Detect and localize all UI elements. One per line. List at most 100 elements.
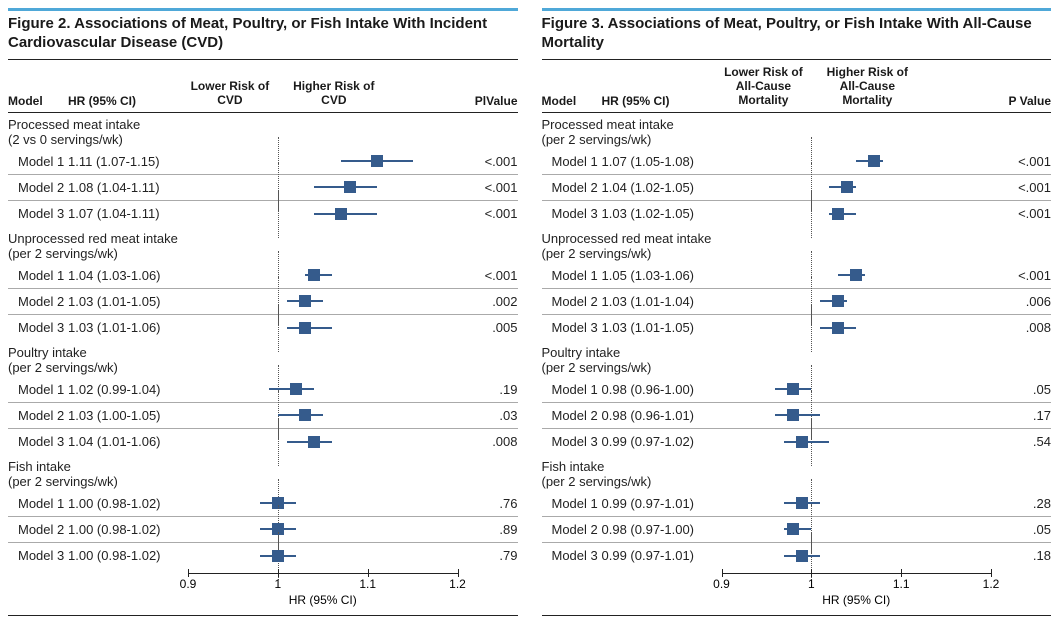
hr-ci-text: 1.03 (1.01-1.05) bbox=[602, 320, 722, 335]
ref-line bbox=[811, 304, 812, 352]
forest-row: Model 31.00 (0.98-1.02).79 bbox=[8, 543, 518, 569]
hr-ci-text: 1.05 (1.03-1.06) bbox=[602, 268, 722, 283]
head-hr: HR (95% CI) bbox=[602, 94, 722, 108]
model-label: Model 1 bbox=[542, 268, 602, 283]
head-plot-area: Lower Risk of All-Cause MortalityHigher … bbox=[722, 64, 992, 108]
head-hr: HR (95% CI) bbox=[68, 94, 188, 108]
p-value: .03 bbox=[458, 408, 518, 423]
p-value: .008 bbox=[458, 434, 518, 449]
axis-line bbox=[722, 573, 992, 574]
tick bbox=[458, 569, 459, 577]
hr-ci-text: 1.07 (1.04-1.11) bbox=[68, 206, 188, 221]
ref-line bbox=[811, 190, 812, 238]
p-value: <.001 bbox=[458, 268, 518, 283]
hr-ci-text: 1.03 (1.01-1.06) bbox=[68, 320, 188, 335]
p-value: .19 bbox=[458, 382, 518, 397]
axis-title: HR (95% CI) bbox=[822, 593, 890, 607]
head-model: Model bbox=[8, 94, 68, 108]
model-label: Model 3 bbox=[8, 320, 68, 335]
p-value: <.001 bbox=[991, 180, 1051, 195]
hr-ci-text: 1.00 (0.98-1.02) bbox=[68, 522, 188, 537]
p-value: .05 bbox=[991, 382, 1051, 397]
head-pvalue: PlValue bbox=[458, 94, 518, 108]
hr-ci-text: 1.07 (1.05-1.08) bbox=[602, 154, 722, 169]
accent-rule bbox=[542, 8, 1052, 11]
group-title: Processed meat intake bbox=[542, 117, 1052, 132]
model-label: Model 2 bbox=[8, 180, 68, 195]
forest-row: Model 31.04 (1.01-1.06).008 bbox=[8, 429, 518, 455]
hr-ci-text: 0.98 (0.96-1.01) bbox=[602, 408, 722, 423]
ref-line bbox=[278, 304, 279, 352]
hr-ci-text: 1.00 (0.98-1.02) bbox=[68, 548, 188, 563]
p-value: .18 bbox=[991, 548, 1051, 563]
accent-rule bbox=[8, 8, 518, 11]
p-value: .17 bbox=[991, 408, 1051, 423]
p-value: .79 bbox=[458, 548, 518, 563]
hr-ci-text: 0.99 (0.97-1.02) bbox=[602, 434, 722, 449]
hr-ci-text: 0.99 (0.97-1.01) bbox=[602, 496, 722, 511]
forest-row: Model 31.03 (1.01-1.06) .005 bbox=[8, 315, 518, 341]
tick-label: 1.2 bbox=[449, 577, 466, 591]
higher-risk-label: Higher Risk of CVD bbox=[284, 80, 384, 108]
head-model: Model bbox=[542, 94, 602, 108]
column-headers: ModelHR (95% CI)Lower Risk of All-Cause … bbox=[542, 64, 1052, 113]
tick bbox=[368, 569, 369, 577]
p-value: <.001 bbox=[458, 180, 518, 195]
hr-ci-text: 1.03 (1.02-1.05) bbox=[602, 206, 722, 221]
rule bbox=[542, 615, 1052, 616]
p-value: .05 bbox=[991, 522, 1051, 537]
p-value: .89 bbox=[458, 522, 518, 537]
model-label: Model 2 bbox=[542, 408, 602, 423]
tick-label: 0.9 bbox=[713, 577, 730, 591]
hr-ci-text: 0.98 (0.97-1.00) bbox=[602, 522, 722, 537]
hr-ci-text: 1.04 (1.01-1.06) bbox=[68, 434, 188, 449]
forest-row: Model 31.03 (1.01-1.05) .008 bbox=[542, 315, 1052, 341]
model-label: Model 1 bbox=[542, 496, 602, 511]
p-value: .002 bbox=[458, 294, 518, 309]
hr-ci-text: 1.03 (1.01-1.05) bbox=[68, 294, 188, 309]
plot-cell bbox=[188, 306, 458, 350]
lower-risk-label: Lower Risk of CVD bbox=[188, 80, 272, 108]
model-label: Model 3 bbox=[542, 320, 602, 335]
head-pvalue: P Value bbox=[991, 94, 1051, 108]
tick-label: 1.1 bbox=[893, 577, 910, 591]
rule bbox=[542, 59, 1052, 60]
hr-ci-text: 1.00 (0.98-1.02) bbox=[68, 496, 188, 511]
column-headers: ModelHR (95% CI)Lower Risk of CVD Higher … bbox=[8, 64, 518, 113]
ref-line bbox=[278, 190, 279, 238]
hr-ci-text: 0.99 (0.97-1.01) bbox=[602, 548, 722, 563]
model-label: Model 3 bbox=[8, 206, 68, 221]
p-value: .005 bbox=[458, 320, 518, 335]
forest-row: Model 30.99 (0.97-1.01).18 bbox=[542, 543, 1052, 569]
tick-label: 1 bbox=[274, 577, 281, 591]
hr-ci-text: 1.04 (1.02-1.05) bbox=[602, 180, 722, 195]
model-label: Model 3 bbox=[542, 434, 602, 449]
point-estimate-marker bbox=[832, 322, 844, 334]
p-value: .006 bbox=[991, 294, 1051, 309]
point-estimate-marker bbox=[299, 322, 311, 334]
rule bbox=[8, 615, 518, 616]
figure-title: Figure 3. Associations of Meat, Poultry,… bbox=[542, 15, 1052, 53]
p-value: .008 bbox=[991, 320, 1051, 335]
figure-3-panel: Figure 3. Associations of Meat, Poultry,… bbox=[542, 8, 1052, 616]
model-label: Model 1 bbox=[542, 382, 602, 397]
p-value: .28 bbox=[991, 496, 1051, 511]
tick-label: 1.2 bbox=[983, 577, 1000, 591]
tick bbox=[278, 569, 279, 577]
model-label: Model 1 bbox=[542, 154, 602, 169]
tick bbox=[188, 569, 189, 577]
figure-2-panel: Figure 2. Associations of Meat, Poultry,… bbox=[8, 8, 518, 616]
hr-ci-text: 1.03 (1.01-1.04) bbox=[602, 294, 722, 309]
p-value: .76 bbox=[458, 496, 518, 511]
model-label: Model 2 bbox=[8, 408, 68, 423]
x-axis: 0.911.11.2HR (95% CI) bbox=[722, 569, 1052, 609]
tick-label: 0.9 bbox=[180, 577, 197, 591]
tick bbox=[722, 569, 723, 577]
forest-row: Model 31.07 (1.04-1.11)<.001 bbox=[8, 201, 518, 227]
model-label: Model 2 bbox=[8, 294, 68, 309]
axis-line bbox=[188, 573, 458, 574]
plot-cell bbox=[188, 420, 458, 464]
hr-ci-text: 1.11 (1.07-1.15) bbox=[68, 154, 188, 169]
model-label: Model 3 bbox=[542, 206, 602, 221]
higher-risk-label: Higher Risk of All-Cause Mortality bbox=[817, 66, 917, 107]
